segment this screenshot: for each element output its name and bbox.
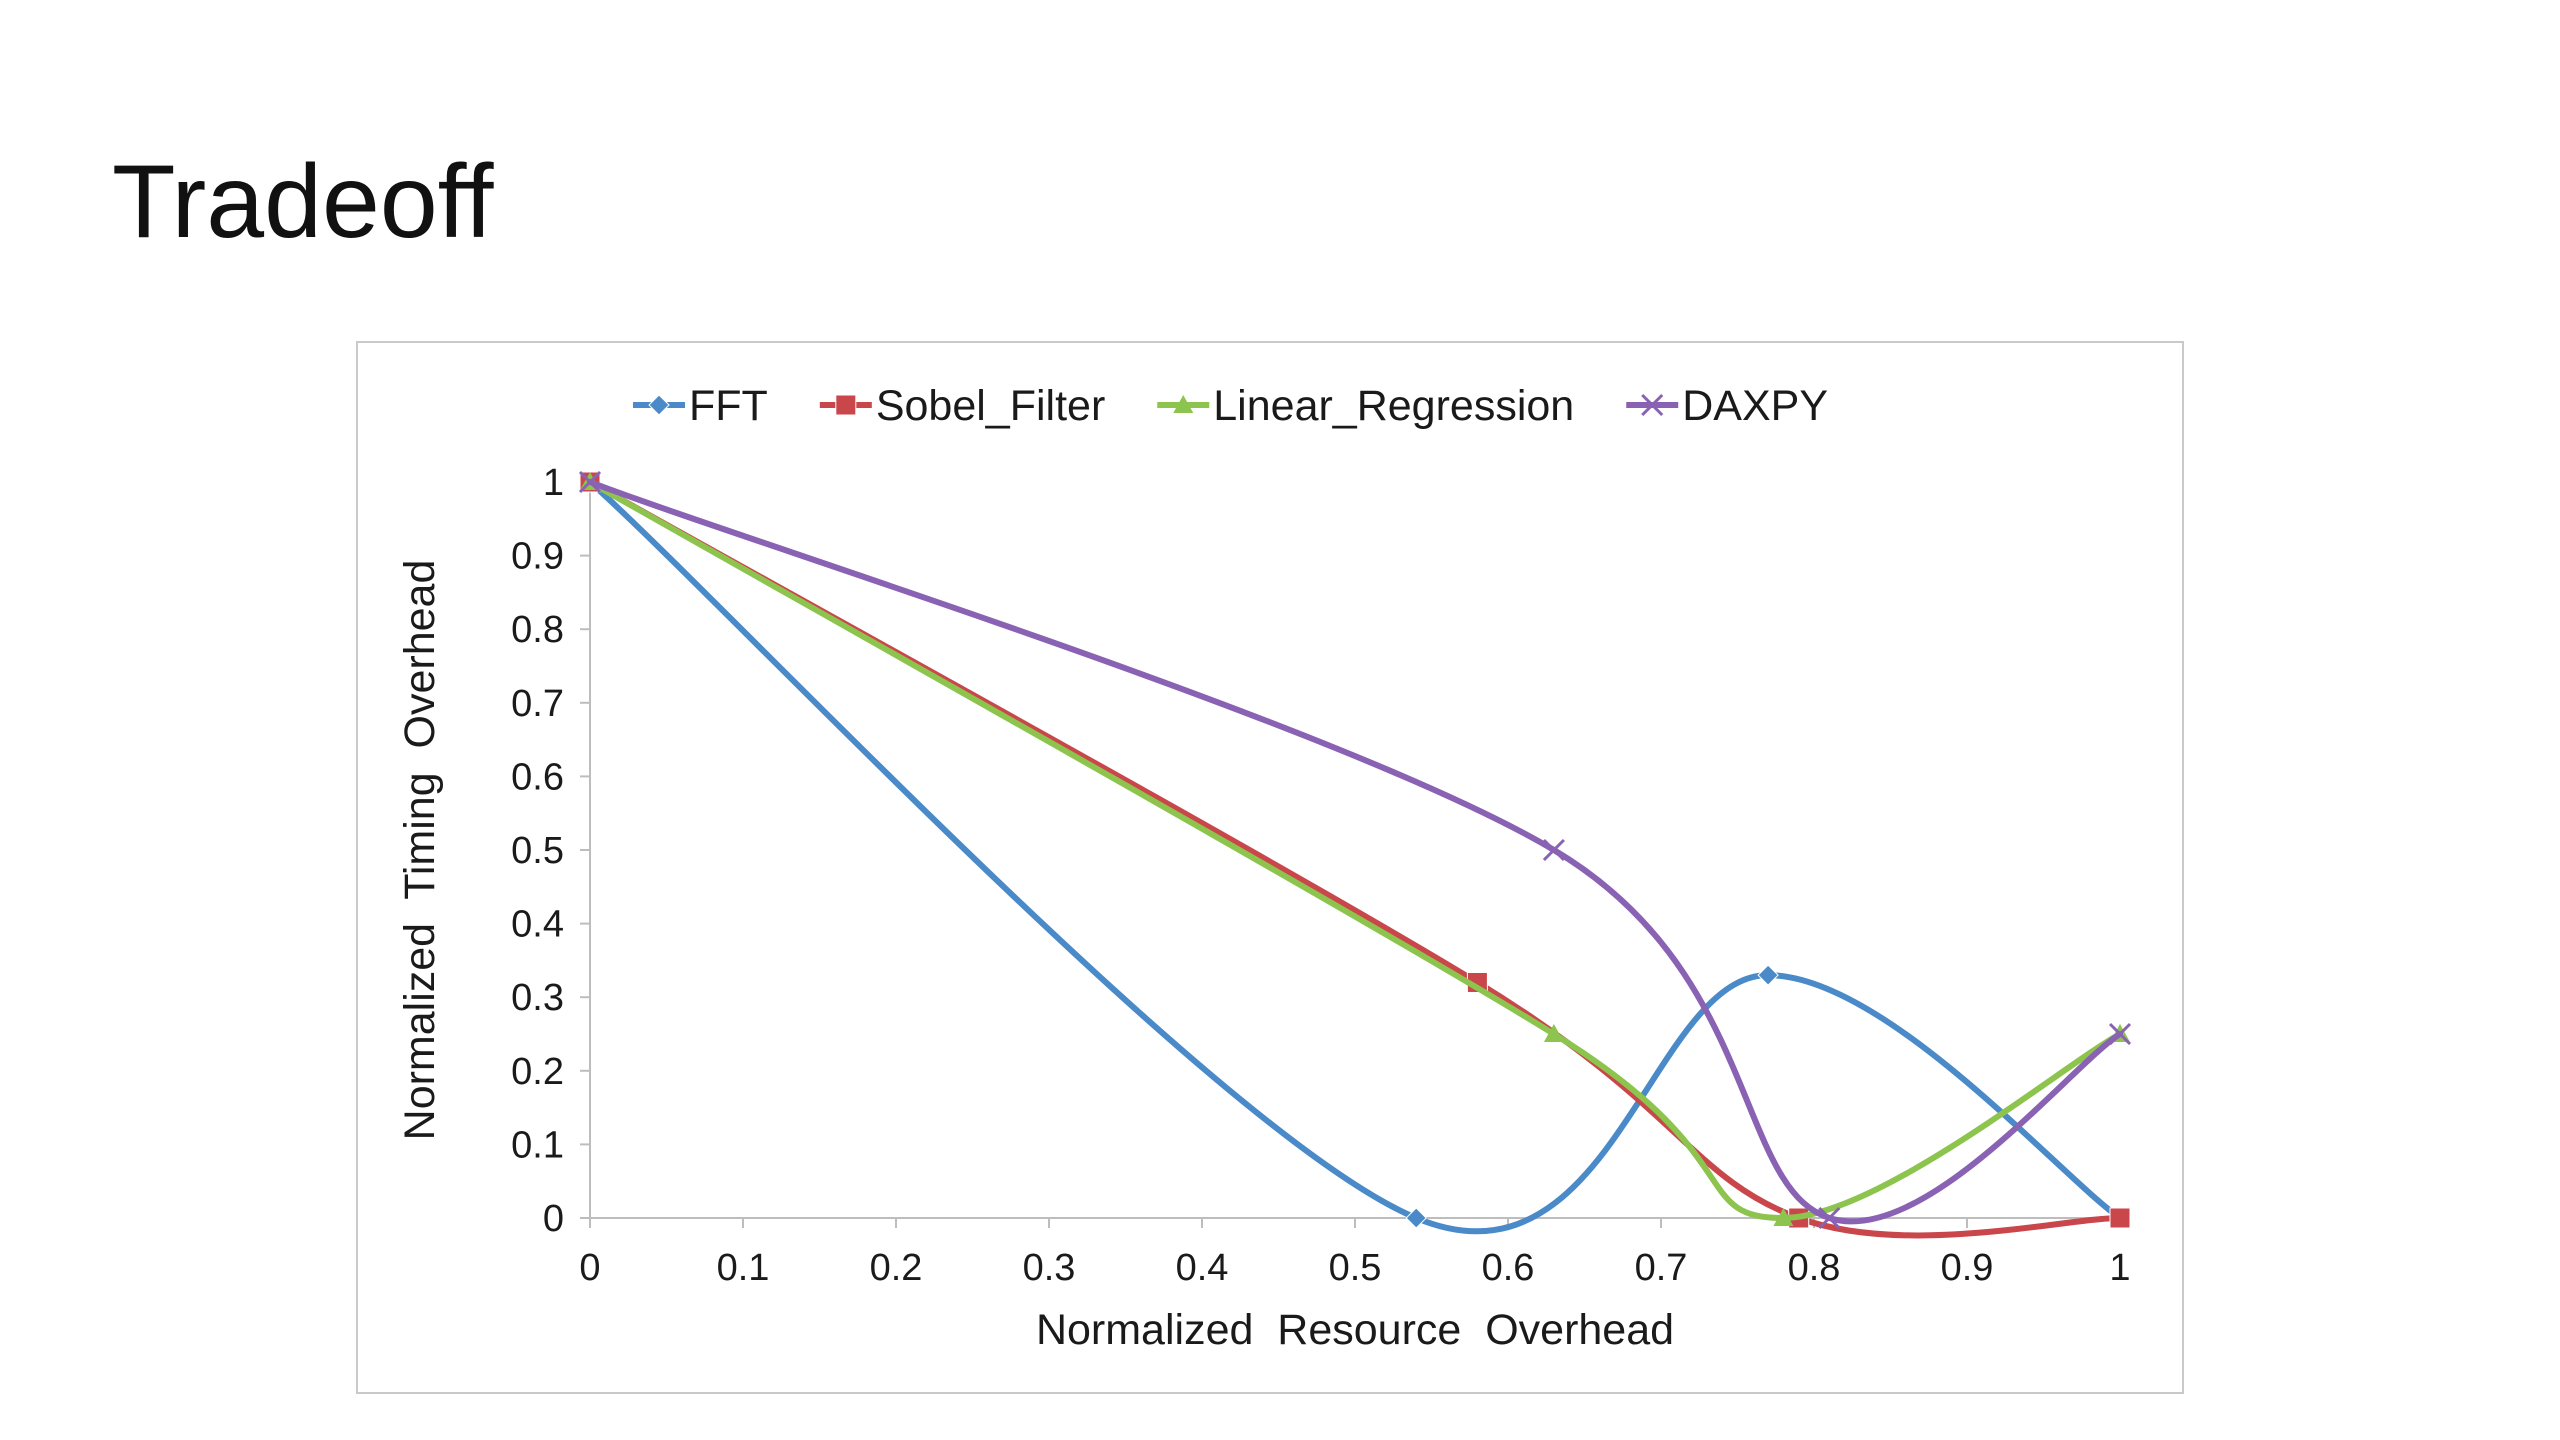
- legend-marker: [835, 394, 857, 416]
- series-line-daxpy: [587, 479, 2123, 1225]
- legend-label: Sobel_Filter: [876, 382, 1105, 430]
- chart-frame: 0 0.1 0.2 0.3 0.4 0.5 0.6 0.7 0.8 0.9 1 0 0.1 0.2 0.3 0…: [356, 341, 2184, 1394]
- legend-item-fft: FFT: [633, 382, 768, 430]
- data-point-daxpy: [578, 470, 602, 494]
- data-point-linear-regression: [1773, 1208, 1794, 1226]
- x-tick-label: 1: [2109, 1247, 2130, 1289]
- slide-title: Tradeoff: [112, 144, 494, 260]
- series-lines: [578, 470, 2132, 1239]
- series-line-fft: [587, 479, 2123, 1235]
- legend-label: DAXPY: [1682, 382, 1828, 430]
- legend-marker: [1173, 395, 1194, 413]
- y-tick-label: 0.7: [511, 683, 564, 725]
- y-tick-label: 0.4: [511, 904, 564, 946]
- data-point-linear-regression: [1543, 1024, 1564, 1042]
- x-tick-label: 0.3: [1023, 1247, 1076, 1289]
- legend-label: FFT: [689, 382, 768, 430]
- y-tick-label: 1: [543, 462, 564, 504]
- y-tick-label: 0.9: [511, 536, 564, 578]
- x-tick-label: 0.8: [1788, 1247, 1841, 1289]
- y-tick-label: 0.8: [511, 609, 564, 651]
- legend-item-sobel-filter: Sobel_Filter: [819, 382, 1105, 430]
- x-tick-label: 0.5: [1329, 1247, 1382, 1289]
- x-tick-label: 0: [579, 1247, 600, 1289]
- data-point-daxpy: [1818, 1206, 1841, 1230]
- y-tick-label: 0.5: [511, 830, 564, 872]
- series-sobel-filter: [579, 471, 2131, 1239]
- x-tick-label: 0.1: [717, 1247, 770, 1289]
- x-tick-label: 0.6: [1482, 1247, 1535, 1289]
- y-tick-label: 0.1: [511, 1124, 564, 1166]
- data-point-sobel-filter: [2109, 1207, 2131, 1229]
- x-tick-label: 0.2: [870, 1247, 923, 1289]
- legend-item-linear-regression: Linear_Regression: [1157, 382, 1574, 430]
- legend-item-daxpy: DAXPY: [1626, 382, 1828, 430]
- data-point-daxpy: [1542, 838, 1565, 862]
- legend: FFT Sobel_Filter Linear_Regression DAXPY: [633, 382, 1828, 430]
- series-line-linear-regression: [587, 479, 2123, 1221]
- y-tick-label: 0: [543, 1198, 564, 1240]
- axes: 0 0.1 0.2 0.3 0.4 0.5 0.6 0.7 0.8 0.9 1 0 0.1 0.2 0.3 0…: [396, 462, 2131, 1354]
- line-chart: 0 0.1 0.2 0.3 0.4 0.5 0.6 0.7 0.8 0.9 1 0 0.1 0.2 0.3 0…: [396, 382, 2132, 1354]
- series-linear-regression: [580, 472, 2130, 1226]
- data-point-fft: [1757, 964, 1779, 986]
- series-fft: [579, 471, 2131, 1235]
- series-line-sobel-filter: [587, 479, 2123, 1239]
- legend-marker: [1641, 393, 1664, 417]
- data-point-daxpy: [2108, 1022, 2132, 1046]
- y-tick-label: 0.6: [511, 756, 564, 798]
- legend-label: Linear_Regression: [1213, 382, 1574, 430]
- x-tick-label: 0.4: [1176, 1247, 1229, 1289]
- legend-marker: [648, 394, 670, 416]
- x-tick-label: 0.7: [1635, 1247, 1688, 1289]
- y-tick-label: 0.3: [511, 977, 564, 1019]
- x-tick-label: 0.9: [1941, 1247, 1994, 1289]
- series-daxpy: [578, 470, 2132, 1230]
- y-axis-title: Normalized Timing Overhead: [396, 560, 444, 1141]
- y-tick-label: 0.2: [511, 1051, 564, 1093]
- x-axis-title: Normalized Resource Overhead: [1036, 1306, 1674, 1354]
- data-point-fft: [1405, 1207, 1427, 1229]
